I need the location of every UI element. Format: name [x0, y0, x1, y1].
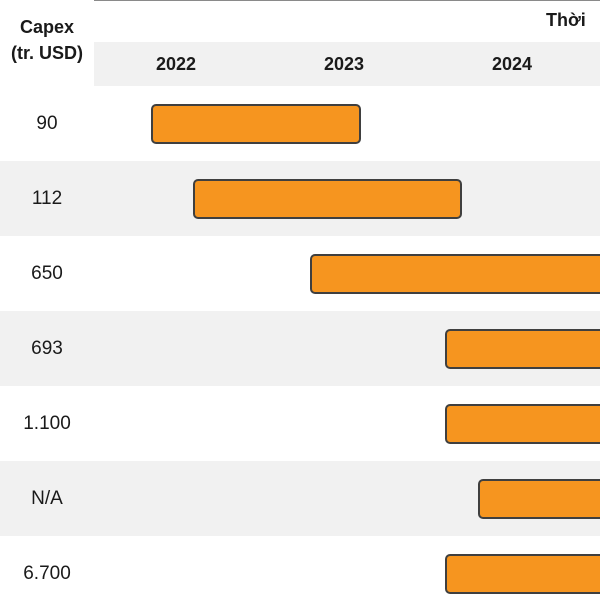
time-axis-title: Thời: [546, 10, 586, 30]
capex-label: 90: [36, 112, 58, 134]
timeline-bar: [444, 553, 600, 594]
timeline-bar: [478, 478, 600, 519]
capex-axis-title: Capex (tr. USD): [0, 14, 94, 66]
capex-label: 650: [31, 262, 63, 284]
capex-label: N/A: [31, 487, 63, 509]
year-tick-label: 2022: [155, 54, 197, 74]
year-tick-label: 2023: [323, 54, 365, 74]
top-border: [94, 0, 600, 1]
capex-label: 693: [31, 337, 63, 359]
capex-axis-title-line2: (tr. USD): [11, 43, 83, 63]
capex-label: 6.700: [23, 562, 71, 584]
capex-label: 1.100: [23, 412, 71, 434]
year-header-band: [94, 42, 600, 86]
timeline-bar: [444, 328, 600, 369]
timeline-bar: [310, 253, 600, 294]
timeline-bar: [150, 103, 361, 144]
year-tick-label: 2024: [491, 54, 533, 74]
timeline-bar: [444, 403, 600, 444]
capex-axis-title-line1: Capex: [19, 17, 75, 37]
timeline-bar: [192, 178, 462, 219]
capex-label: 112: [31, 187, 63, 209]
